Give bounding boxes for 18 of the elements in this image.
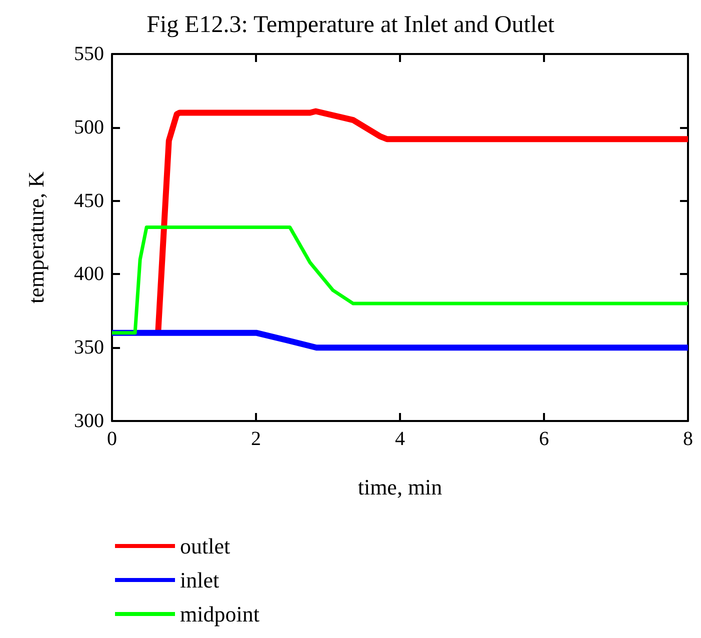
x-tick-label: 2 (251, 428, 261, 450)
chart-title: Fig E12.3: Temperature at Inlet and Outlet (146, 12, 555, 38)
x-tick-label: 8 (683, 428, 693, 450)
x-tick-label: 0 (107, 428, 117, 450)
line-series (110, 225, 690, 335)
x-axis-title: time, min (358, 474, 442, 500)
y-tick-label: 500 (74, 116, 104, 138)
x-tick-label: 4 (395, 428, 405, 450)
y-axis-title: temperature, K (24, 171, 48, 304)
legend-label: inlet (180, 568, 220, 592)
y-tick-label: 550 (74, 43, 104, 65)
y-tick-label: 350 (74, 336, 104, 359)
legend-label: midpoint (180, 602, 260, 626)
legend-label: outlet (180, 534, 230, 558)
y-tick-label: 450 (74, 190, 104, 212)
y-tick-label: 300 (74, 410, 104, 432)
x-tick-label: 6 (539, 428, 549, 450)
y-tick-label: 400 (74, 263, 104, 286)
